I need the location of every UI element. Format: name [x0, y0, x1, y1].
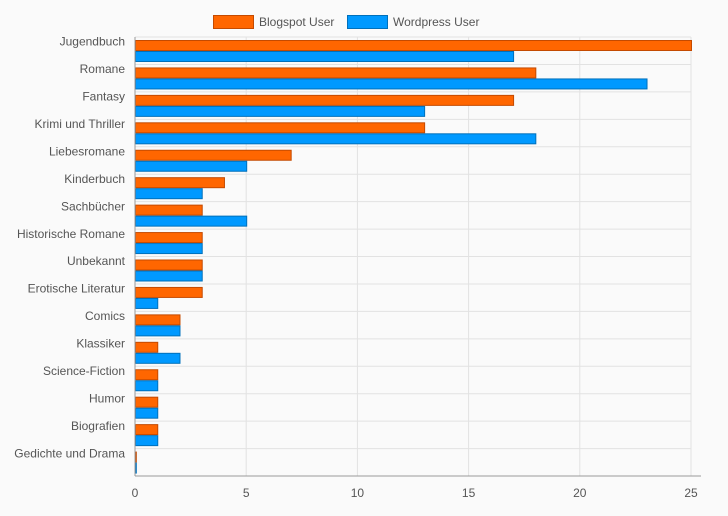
bar-wordpress	[135, 352, 181, 364]
x-tick-label: 25	[684, 486, 698, 500]
bar-wordpress	[135, 297, 159, 309]
bar-blogspot	[135, 424, 159, 436]
bar-blogspot	[135, 94, 515, 106]
category-label: Liebesromane	[49, 144, 125, 158]
x-tick-label: 5	[243, 486, 250, 500]
bar-blogspot	[135, 67, 537, 79]
category-label: Jugendbuch	[60, 35, 125, 49]
bar-blogspot	[135, 232, 203, 244]
legend-label[interactable]: Blogspot User	[259, 15, 334, 29]
bar-blogspot	[135, 40, 692, 51]
bar-wordpress	[135, 407, 159, 419]
bar-wordpress	[135, 215, 248, 227]
bar-wordpress	[135, 105, 426, 117]
bar-wordpress	[135, 188, 203, 200]
x-tick-label: 10	[351, 486, 365, 500]
bar-blogspot	[135, 259, 203, 271]
bar-blogspot	[135, 369, 159, 381]
bar-wordpress	[135, 243, 203, 255]
bar-blogspot	[135, 341, 159, 353]
category-label: Unbekannt	[67, 254, 126, 268]
category-labels: Jugendbuch Romane Fantasy Krimi und Thrille…	[14, 35, 125, 461]
bar-blogspot	[135, 122, 426, 134]
legend: Blogspot User Wordpress User	[213, 15, 479, 29]
bar-blogspot	[135, 286, 203, 298]
category-label: Erotische Literatur	[28, 282, 125, 296]
category-label: Biografien	[71, 419, 125, 433]
category-label: Gedichte und Drama	[14, 446, 125, 460]
category-label: Fantasy	[82, 90, 125, 104]
bar-wordpress	[135, 435, 159, 447]
x-axis-ticks: 0 5 10 15 20 25	[132, 486, 698, 500]
category-label: Science-Fiction	[43, 364, 125, 378]
bar-wordpress	[135, 133, 537, 145]
category-label: Humor	[89, 391, 125, 405]
x-tick-label: 0	[132, 486, 139, 500]
bar-blogspot	[135, 396, 159, 408]
category-label: Sachbücher	[61, 199, 125, 213]
x-tick-label: 20	[573, 486, 587, 500]
bar-wordpress	[135, 462, 137, 474]
bar-wordpress	[135, 78, 648, 90]
legend-swatch[interactable]	[347, 15, 388, 29]
legend-swatch[interactable]	[213, 15, 254, 29]
category-label: Comics	[85, 309, 125, 323]
bar-wordpress	[135, 160, 248, 172]
bar-blogspot	[135, 177, 225, 189]
bars	[135, 40, 692, 474]
category-label: Historische Romane	[17, 227, 125, 241]
bar-wordpress	[135, 51, 515, 62]
bar-blogspot	[135, 314, 181, 326]
bar-blogspot	[135, 451, 137, 463]
category-label: Romane	[80, 62, 126, 76]
bar-blogspot	[135, 149, 292, 161]
bar-wordpress	[135, 270, 203, 282]
bar-wordpress	[135, 325, 181, 337]
x-tick-label: 15	[462, 486, 476, 500]
bar-blogspot	[135, 204, 203, 216]
category-label: Kinderbuch	[64, 172, 125, 186]
bar-wordpress	[135, 380, 159, 392]
category-label: Krimi und Thriller	[35, 117, 125, 131]
category-label: Klassiker	[76, 337, 125, 351]
legend-label[interactable]: Wordpress User	[393, 15, 479, 29]
